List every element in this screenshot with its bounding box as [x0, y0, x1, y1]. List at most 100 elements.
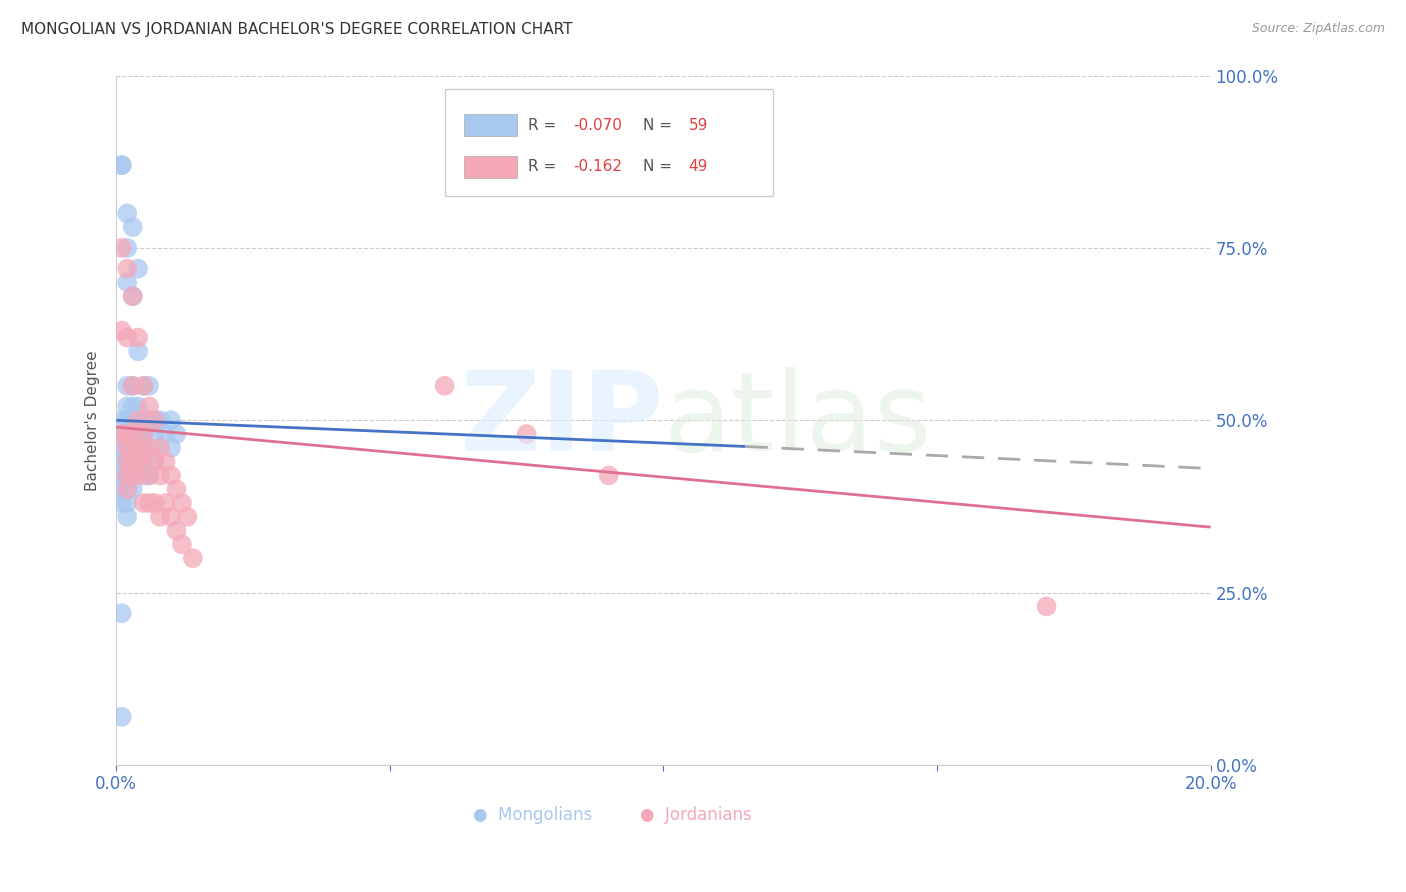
- Point: [115, 413, 138, 427]
- Text: 59: 59: [689, 118, 709, 133]
- Text: 49: 49: [689, 159, 709, 174]
- Point: [132, 427, 155, 442]
- Point: [143, 496, 166, 510]
- Text: Source: ZipAtlas.com: Source: ZipAtlas.com: [1251, 22, 1385, 36]
- Point: [111, 710, 134, 724]
- Point: [143, 413, 166, 427]
- Point: [433, 379, 456, 393]
- Point: [181, 551, 204, 566]
- Text: ZIP: ZIP: [460, 367, 664, 474]
- Point: [115, 276, 138, 290]
- Point: [1035, 599, 1057, 614]
- Point: [160, 441, 183, 455]
- Point: [121, 441, 143, 455]
- Point: [121, 400, 143, 414]
- Point: [176, 509, 198, 524]
- Point: [138, 379, 160, 393]
- Text: R =: R =: [527, 118, 561, 133]
- Point: [121, 427, 143, 442]
- Point: [115, 206, 138, 220]
- Point: [115, 427, 138, 442]
- Point: [111, 158, 134, 172]
- Point: [127, 441, 149, 455]
- Point: [127, 455, 149, 469]
- Point: [121, 455, 143, 469]
- Point: [127, 427, 149, 442]
- Point: [111, 413, 134, 427]
- Text: N =: N =: [643, 159, 676, 174]
- Point: [138, 496, 160, 510]
- Point: [138, 468, 160, 483]
- Point: [115, 400, 138, 414]
- Point: [111, 496, 134, 510]
- Point: [127, 413, 149, 427]
- Text: atlas: atlas: [664, 367, 932, 474]
- Point: [115, 241, 138, 255]
- Point: [111, 455, 134, 469]
- Point: [132, 448, 155, 462]
- Y-axis label: Bachelor's Degree: Bachelor's Degree: [86, 350, 100, 491]
- Point: [132, 441, 155, 455]
- Point: [138, 468, 160, 483]
- Point: [121, 379, 143, 393]
- Point: [115, 427, 138, 442]
- Point: [111, 607, 134, 621]
- Point: [111, 427, 134, 442]
- Point: [132, 413, 155, 427]
- Point: [166, 524, 188, 538]
- Point: [121, 413, 143, 427]
- Point: [516, 427, 538, 442]
- Point: [149, 509, 172, 524]
- FancyBboxPatch shape: [444, 89, 773, 196]
- Point: [155, 427, 177, 442]
- Point: [166, 482, 188, 496]
- Point: [132, 379, 155, 393]
- Text: -0.162: -0.162: [574, 159, 623, 174]
- Point: [121, 220, 143, 235]
- Point: [138, 400, 160, 414]
- Point: [143, 413, 166, 427]
- Point: [115, 455, 138, 469]
- Point: [111, 468, 134, 483]
- Point: [111, 241, 134, 255]
- Point: [166, 427, 188, 442]
- Point: [115, 468, 138, 483]
- Point: [143, 455, 166, 469]
- Point: [132, 427, 155, 442]
- Point: [121, 289, 143, 303]
- Text: N =: N =: [643, 118, 676, 133]
- Point: [111, 324, 134, 338]
- Text: R =: R =: [527, 159, 565, 174]
- Point: [149, 441, 172, 455]
- Point: [121, 455, 143, 469]
- Point: [143, 455, 166, 469]
- Text: ●  Mongolians: ● Mongolians: [472, 805, 592, 823]
- Text: ●  Jordanians: ● Jordanians: [640, 805, 752, 823]
- Point: [115, 482, 138, 496]
- Point: [598, 468, 620, 483]
- Point: [115, 482, 138, 496]
- FancyBboxPatch shape: [464, 114, 517, 136]
- Text: MONGOLIAN VS JORDANIAN BACHELOR'S DEGREE CORRELATION CHART: MONGOLIAN VS JORDANIAN BACHELOR'S DEGREE…: [21, 22, 572, 37]
- Point: [127, 330, 149, 344]
- Point: [170, 496, 193, 510]
- Point: [115, 261, 138, 276]
- Point: [155, 496, 177, 510]
- Point: [121, 379, 143, 393]
- Point: [115, 509, 138, 524]
- Point: [138, 441, 160, 455]
- Point: [127, 400, 149, 414]
- Point: [115, 441, 138, 455]
- Point: [138, 441, 160, 455]
- Point: [127, 468, 149, 483]
- Point: [149, 468, 172, 483]
- Point: [121, 441, 143, 455]
- Point: [155, 455, 177, 469]
- Text: -0.070: -0.070: [574, 118, 623, 133]
- Point: [127, 413, 149, 427]
- Point: [127, 344, 149, 359]
- Point: [127, 441, 149, 455]
- Point: [121, 468, 143, 483]
- Point: [127, 455, 149, 469]
- Point: [149, 413, 172, 427]
